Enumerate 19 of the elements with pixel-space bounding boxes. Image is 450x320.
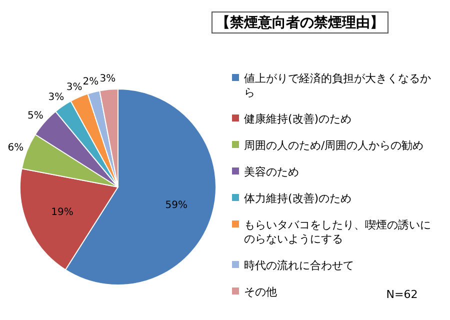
legend-label: 周囲の人のため/周囲の人からの勧め — [244, 139, 424, 152]
legend-label: 健康維持(改善)のため — [244, 112, 352, 126]
chart-title: 【禁煙意向者の禁煙理由】 — [216, 14, 384, 31]
legend-label: その他 — [244, 286, 277, 298]
data-label: 3% — [100, 73, 116, 84]
data-label: 3% — [48, 92, 64, 104]
annotation: N=62 — [386, 288, 418, 301]
legend-label: 美容のため — [244, 166, 299, 178]
legend-label: 値上がりで経済的負担が大きくなるから — [244, 72, 431, 99]
title: 【禁煙意向者の禁煙理由】 — [212, 12, 388, 34]
data-label: 59% — [165, 200, 188, 211]
data-label: 2% — [82, 76, 99, 88]
legend-label: 体力維持(改善)のため — [244, 192, 352, 205]
legend-label: 時代の流れに合わせて — [244, 259, 354, 272]
data-label: 3% — [66, 82, 82, 94]
data-label: 19% — [51, 207, 74, 218]
data-label: 5% — [28, 110, 44, 122]
data-label: 6% — [8, 142, 24, 154]
legend-label: もらいタバコをしたり、喫煙の誘いにのらないようにする — [244, 218, 431, 246]
